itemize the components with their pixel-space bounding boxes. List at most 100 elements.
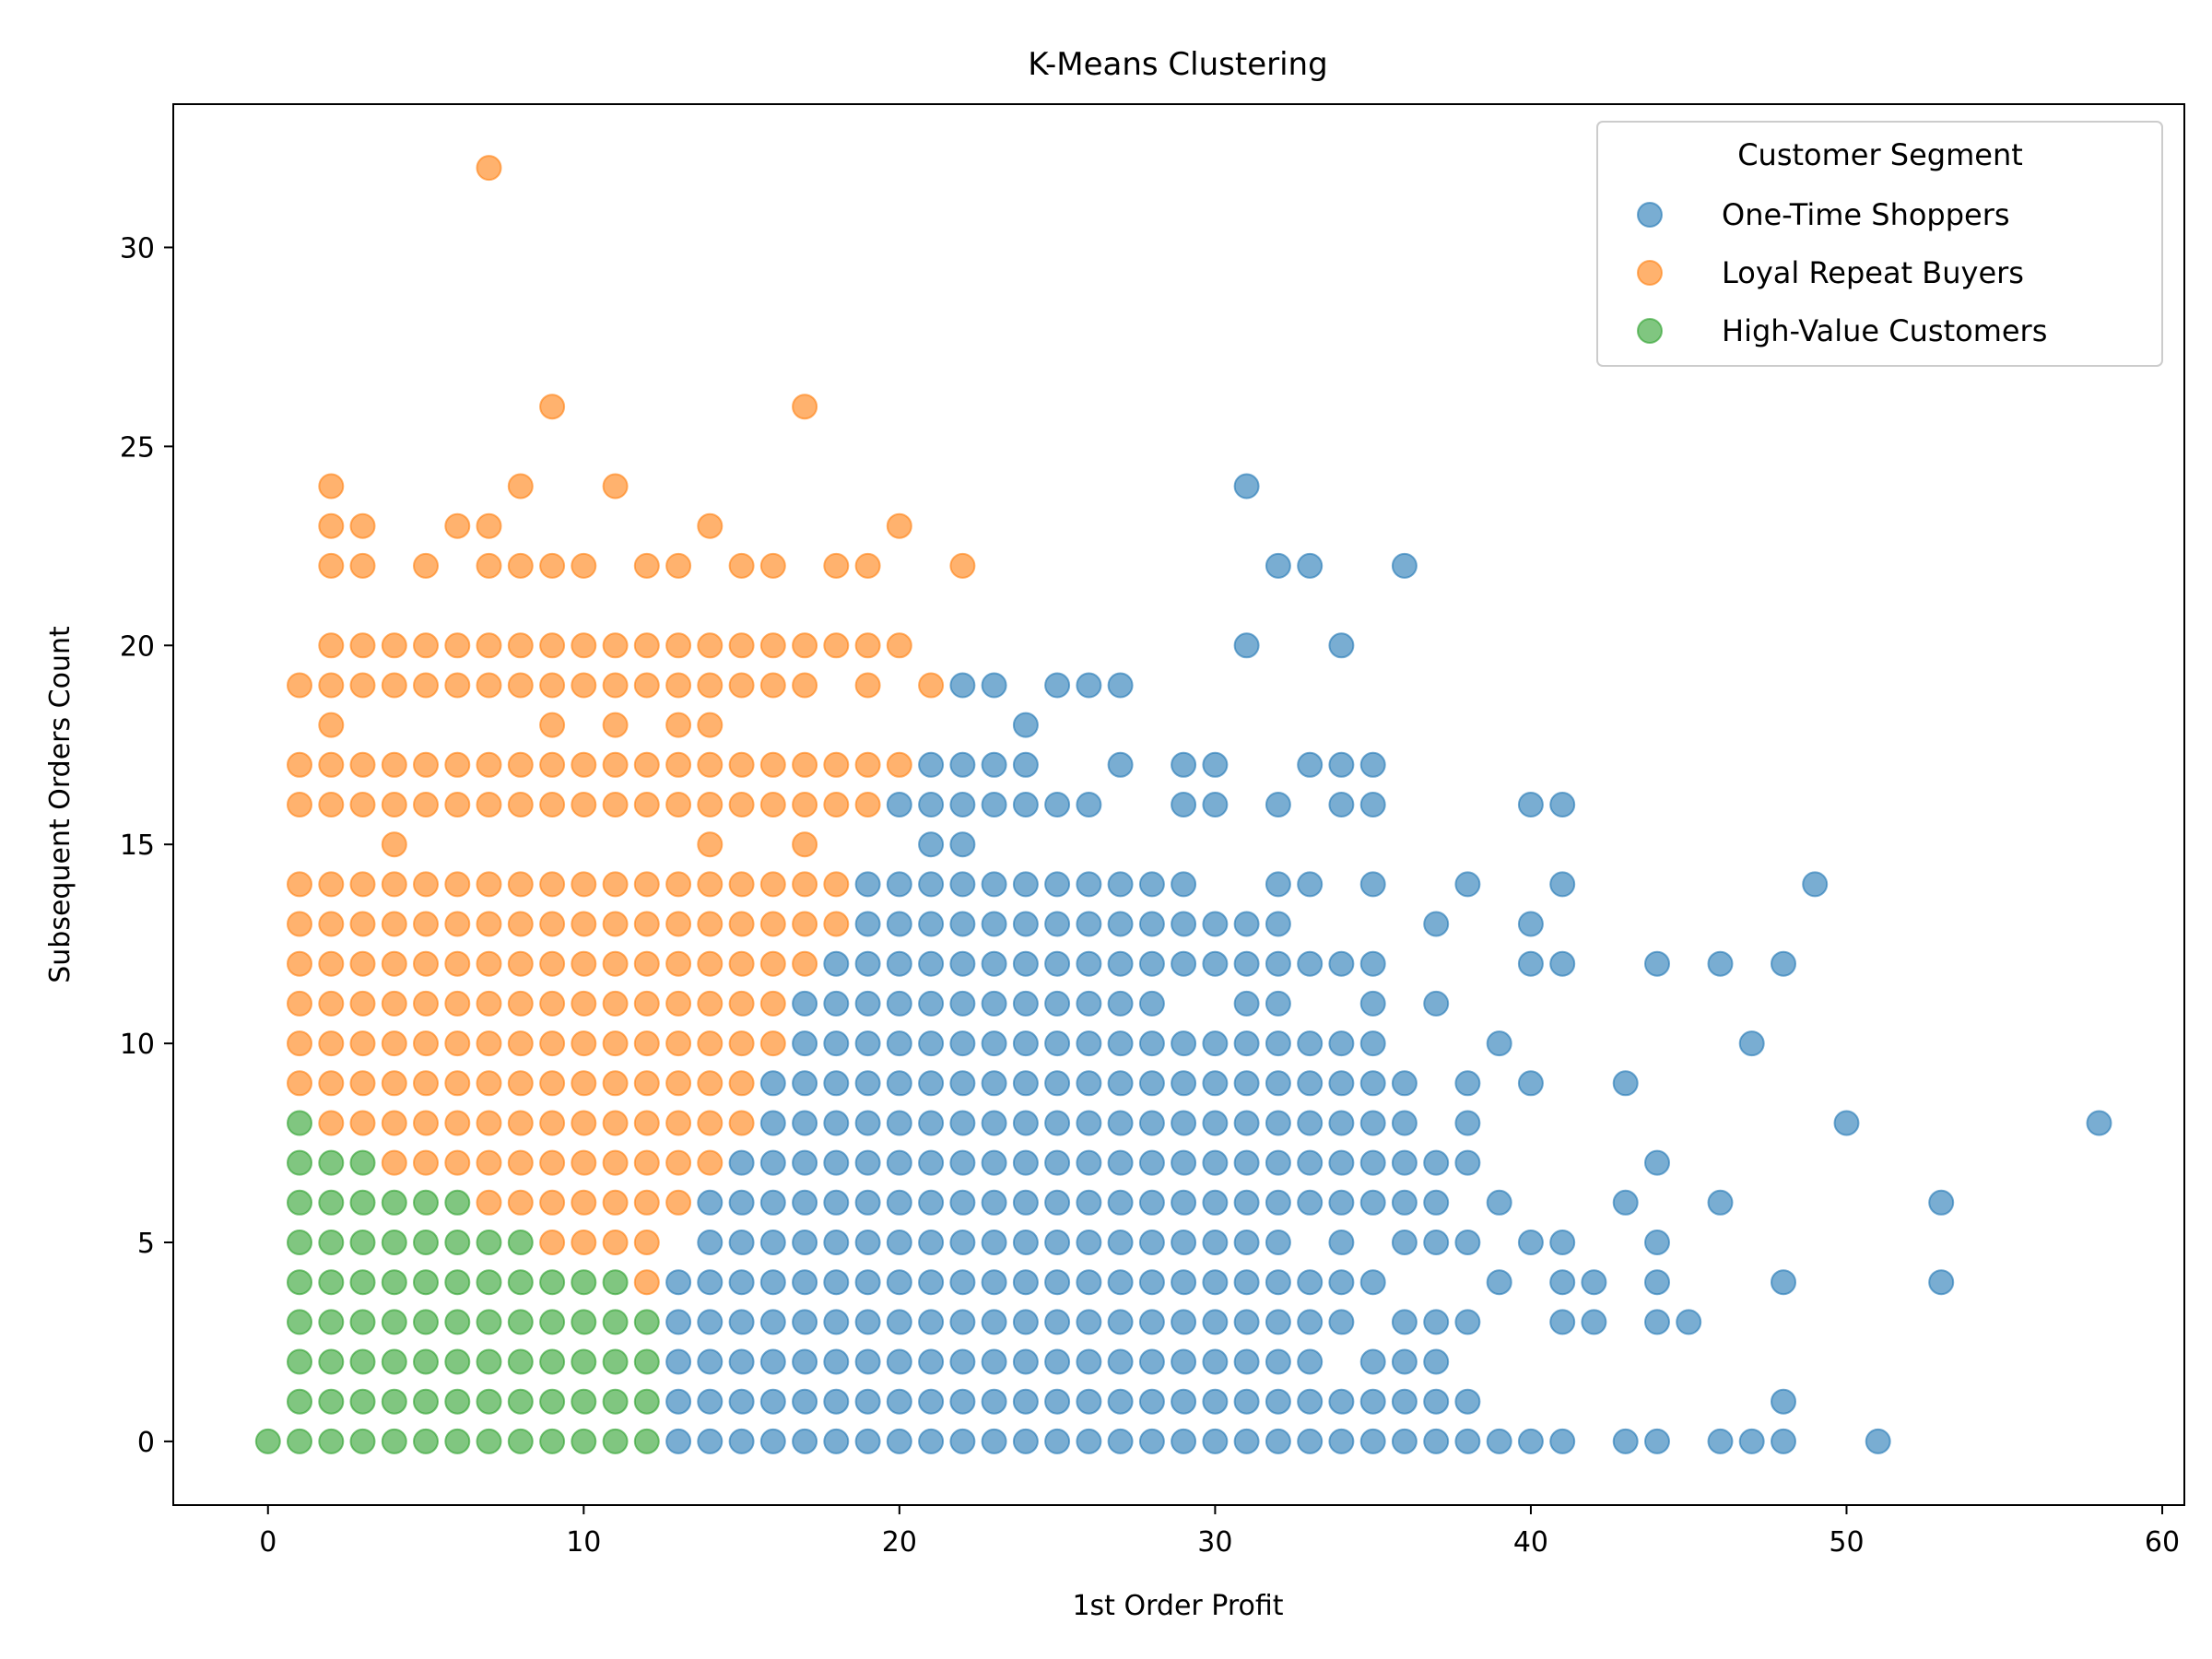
data-point [413, 871, 439, 898]
data-point [349, 1309, 376, 1335]
data-point [507, 1149, 534, 1176]
data-point [854, 552, 881, 579]
data-point [792, 632, 818, 659]
data-point [1138, 911, 1165, 937]
data-point [1107, 1309, 1134, 1335]
data-point [1012, 990, 1039, 1017]
data-point [1549, 871, 1576, 898]
data-point [1265, 1189, 1291, 1216]
data-point [823, 1348, 850, 1375]
x-axis: 0 10 20 30 40 50 60 [259, 1505, 2180, 1559]
data-point [1202, 1269, 1229, 1296]
data-point [539, 632, 566, 659]
data-point [1265, 1070, 1291, 1097]
data-point [697, 1309, 724, 1335]
data-point [413, 1388, 439, 1415]
data-point [1233, 632, 1260, 659]
data-point [476, 672, 502, 699]
data-point [792, 1110, 818, 1136]
data-point [759, 751, 786, 778]
data-point [1138, 1309, 1165, 1335]
data-point [1391, 1149, 1418, 1176]
data-point [1076, 1388, 1102, 1415]
data-point [823, 1428, 850, 1454]
data-point [697, 792, 724, 818]
plot-area [254, 155, 2112, 1454]
data-point [476, 871, 502, 898]
data-point [886, 512, 912, 539]
data-point [1044, 1388, 1071, 1415]
data-point [381, 792, 407, 818]
data-point [728, 1110, 755, 1136]
data-point [1107, 1110, 1134, 1136]
data-point [886, 1309, 912, 1335]
data-point [633, 1030, 660, 1057]
data-point [318, 1269, 345, 1296]
data-point [1107, 1388, 1134, 1415]
data-point [1328, 1070, 1355, 1097]
data-point [602, 1149, 629, 1176]
data-point [1391, 1110, 1418, 1136]
data-point [1171, 1428, 1197, 1454]
data-point [1265, 1309, 1291, 1335]
data-point [413, 1149, 439, 1176]
data-point [571, 792, 597, 818]
data-point [444, 792, 471, 818]
data-point [1044, 1110, 1071, 1136]
data-point [539, 712, 566, 738]
data-point [1233, 950, 1260, 977]
data-point [1391, 1388, 1418, 1415]
data-point [1138, 1189, 1165, 1216]
data-point [1549, 1230, 1576, 1255]
data-point [602, 1070, 629, 1097]
data-point [728, 1070, 755, 1097]
data-point [1138, 1070, 1165, 1097]
data-point [476, 512, 502, 539]
data-point [886, 911, 912, 937]
data-point [602, 1309, 629, 1335]
data-point [444, 1388, 471, 1415]
data-point [792, 1348, 818, 1375]
legend-label: Loyal Repeat Buyers [1722, 255, 2024, 290]
data-point [349, 911, 376, 937]
data-point [507, 1110, 534, 1136]
data-point [571, 1428, 597, 1454]
data-point [823, 751, 850, 778]
data-point [1076, 950, 1102, 977]
data-point [1454, 1110, 1481, 1136]
data-point [633, 632, 660, 659]
data-point [854, 1110, 881, 1136]
data-point [981, 672, 1007, 699]
data-point [1171, 1070, 1197, 1097]
data-point [602, 792, 629, 818]
data-point [759, 1348, 786, 1375]
data-point [444, 1348, 471, 1375]
data-point [476, 632, 502, 659]
data-point [413, 1269, 439, 1296]
data-point [1454, 1309, 1481, 1335]
data-point [1171, 1030, 1197, 1057]
data-point [918, 1030, 945, 1057]
data-point [633, 990, 660, 1017]
data-point [444, 1269, 471, 1296]
data-point [759, 792, 786, 818]
data-point [1297, 871, 1324, 898]
data-point [886, 1189, 912, 1216]
data-point [507, 1070, 534, 1097]
data-point [1771, 950, 1796, 977]
data-point [633, 1230, 660, 1255]
data-point [1171, 1269, 1197, 1296]
data-point [1391, 1189, 1418, 1216]
data-point [349, 1030, 376, 1057]
data-point [949, 1149, 976, 1176]
data-point [665, 990, 692, 1017]
data-point [823, 1269, 850, 1296]
data-point [1265, 871, 1291, 898]
data-point [918, 792, 945, 818]
data-point [1233, 1230, 1260, 1255]
data-point [1707, 1189, 1734, 1216]
data-point [1012, 1269, 1039, 1296]
data-point [381, 751, 407, 778]
data-point [476, 1309, 502, 1335]
data-point [1044, 950, 1071, 977]
